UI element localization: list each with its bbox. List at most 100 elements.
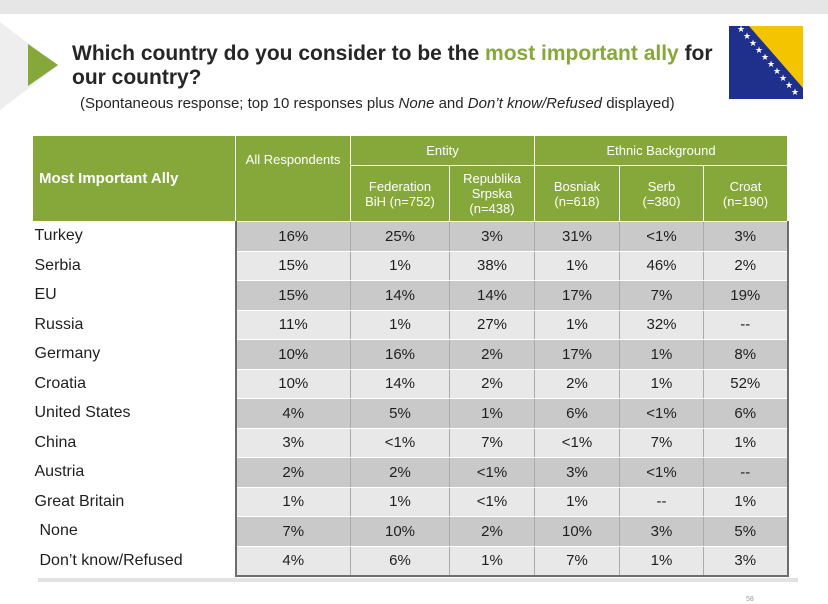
subtitle-text-end: displayed): [602, 95, 675, 112]
cell-value: 1%: [619, 369, 704, 399]
svg-text:★: ★: [761, 53, 769, 63]
header-ethnic-background: Ethnic Background: [534, 135, 788, 166]
header-most-important-ally: Most Important Ally: [32, 135, 236, 222]
svg-text:★: ★: [773, 67, 781, 77]
slide-title: Which country do you consider to be the …: [72, 42, 722, 90]
cell-value: 31%: [534, 221, 620, 252]
cell-value: 15%: [234, 251, 351, 281]
cell-value: 25%: [350, 221, 450, 252]
table-body: Turkey 16% 25% 3% 31% <1% 3% Serbia 15% 1% 38% 1% 46…: [32, 221, 789, 577]
cell-value: 2%: [534, 369, 620, 399]
svg-text:★: ★: [785, 81, 793, 91]
cell-value: 4%: [234, 398, 351, 429]
cell-value: 3%: [619, 516, 704, 547]
cell-value: 52%: [703, 369, 789, 399]
svg-text:★: ★: [755, 46, 763, 56]
cell-value: 3%: [449, 221, 535, 252]
row-label: United States: [32, 398, 236, 429]
cell-value: 1%: [619, 339, 704, 370]
row-label: Austria: [32, 457, 236, 488]
table-row: Russia 11% 1% 27% 1% 32% --: [32, 310, 789, 340]
page-number: 58: [746, 596, 754, 603]
title-text-end: for our country?: [72, 42, 713, 89]
cell-value: 5%: [350, 398, 450, 429]
header-croat: Croat (n=190): [703, 165, 788, 222]
cell-value: 1%: [350, 487, 450, 517]
cell-value: 2%: [449, 516, 535, 547]
table-row: Don’t know/Refused 4% 6% 1% 7% 1% 3%: [32, 546, 789, 577]
svg-text:★: ★: [779, 74, 787, 84]
cell-value: --: [703, 310, 789, 340]
cell-value: 4%: [234, 546, 351, 577]
cell-value: <1%: [619, 398, 704, 429]
ally-table: Most Important Ally All Respondents Enti…: [32, 135, 789, 577]
subtitle-italic-dontknow: Don’t know/Refused: [467, 95, 603, 112]
title-text: Which country do you consider to be the: [72, 42, 486, 65]
table-row: China 3% <1% 7% <1% 7% 1%: [32, 428, 789, 458]
cell-value: 1%: [619, 546, 704, 577]
cell-value: 3%: [534, 457, 620, 488]
table-shadow: [38, 578, 798, 582]
cell-value: 1%: [534, 310, 620, 340]
cell-value: 1%: [449, 546, 535, 577]
cell-value: 14%: [350, 280, 450, 311]
cell-value: 8%: [703, 339, 789, 370]
table-row: EU 15% 14% 14% 17% 7% 19%: [32, 280, 789, 311]
cell-value: 14%: [449, 280, 535, 311]
cell-value: 15%: [234, 280, 351, 311]
cell-value: 1%: [234, 487, 351, 517]
row-label: Germany: [32, 339, 236, 370]
cell-value: 2%: [703, 251, 789, 281]
subtitle-italic-none: None: [398, 95, 435, 112]
subtitle-text: (Spontaneous response; top 10 responses …: [80, 95, 399, 112]
cell-value: 1%: [703, 487, 789, 517]
svg-text:★: ★: [743, 32, 751, 42]
svg-text:★: ★: [737, 26, 745, 35]
cell-value: 16%: [350, 339, 450, 370]
table-row: Austria 2% 2% <1% 3% <1% --: [32, 457, 789, 488]
svg-text:★: ★: [749, 39, 757, 49]
cell-value: 32%: [619, 310, 704, 340]
slide-subtitle: (Spontaneous response; top 10 responses …: [80, 95, 675, 112]
cell-value: <1%: [350, 428, 450, 458]
cell-value: 10%: [234, 339, 351, 370]
cell-value: 10%: [534, 516, 620, 547]
subtitle-text-and: and: [434, 95, 468, 112]
top-strip: [0, 0, 828, 14]
table-row: Great Britain 1% 1% <1% 1% -- 1%: [32, 487, 789, 517]
cell-value: 46%: [619, 251, 704, 281]
cell-value: 2%: [449, 339, 535, 370]
cell-value: 38%: [449, 251, 535, 281]
cell-value: <1%: [534, 428, 620, 458]
cell-value: 19%: [703, 280, 789, 311]
cell-value: 1%: [350, 310, 450, 340]
cell-value: <1%: [619, 457, 704, 488]
cell-value: 7%: [619, 280, 704, 311]
cell-value: 1%: [703, 428, 789, 458]
row-label: China: [32, 428, 236, 458]
table-row: United States 4% 5% 1% 6% <1% 6%: [32, 398, 789, 429]
cell-value: 2%: [449, 369, 535, 399]
table-row: Serbia 15% 1% 38% 1% 46% 2%: [32, 251, 789, 281]
cell-value: <1%: [619, 221, 704, 252]
cell-value: --: [619, 487, 704, 517]
header-bosniak: Bosniak (n=618): [534, 165, 620, 222]
cell-value: 6%: [534, 398, 620, 429]
bosnia-flag-icon: ★ ★ ★ ★ ★ ★ ★ ★ ★ ★: [729, 26, 803, 99]
cell-value: 10%: [234, 369, 351, 399]
cell-value: 3%: [703, 221, 789, 252]
row-label: Serbia: [32, 251, 236, 281]
cell-value: 1%: [534, 487, 620, 517]
table-row: Croatia 10% 14% 2% 2% 1% 52%: [32, 369, 789, 399]
cell-value: 6%: [703, 398, 789, 429]
header-all-respondents: All Respondents: [235, 135, 351, 222]
cell-value: 17%: [534, 280, 620, 311]
cell-value: 16%: [234, 221, 351, 252]
cell-value: 1%: [534, 251, 620, 281]
cell-value: 3%: [234, 428, 351, 458]
cell-value: 1%: [350, 251, 450, 281]
cell-value: --: [703, 457, 789, 488]
header-republika-srpska: Republika Srpska (n=438): [449, 165, 535, 222]
row-label: Croatia: [32, 369, 236, 399]
cell-value: 27%: [449, 310, 535, 340]
